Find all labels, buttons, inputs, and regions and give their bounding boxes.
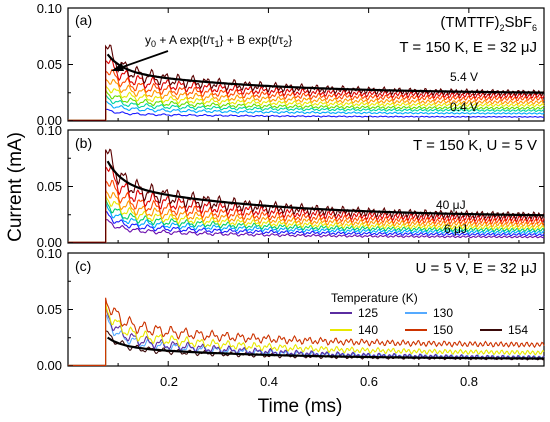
- panel-b-traces: [68, 148, 545, 243]
- legend-label-140: 140: [358, 323, 378, 337]
- fit-arrow: [116, 50, 169, 70]
- temperature-legend: 125 130 140 150 154: [330, 306, 528, 337]
- ytick-c-bottom: 0.00: [37, 358, 62, 373]
- ytick-a-top: 0.10: [37, 1, 62, 16]
- trace-a-4: [68, 84, 545, 121]
- fit-curves: [106, 53, 544, 360]
- xtick-0-6: 0.6: [360, 374, 378, 389]
- xtick-0-4: 0.4: [260, 374, 278, 389]
- trace-a-7: [68, 57, 545, 121]
- ytick-b-mid: 0.05: [37, 179, 62, 194]
- axis-ticks: [68, 7, 544, 367]
- trace-b-1: [68, 210, 545, 243]
- fit-curve-b: [106, 160, 544, 217]
- trace-c-3: [68, 302, 545, 366]
- panel-a-top-series-label: 5.4 V: [450, 70, 478, 84]
- ytick-a-bottom: 0.00: [37, 113, 62, 128]
- trace-b-6: [68, 179, 545, 243]
- trace-c-4: [68, 297, 545, 366]
- legend-label-125: 125: [358, 306, 378, 320]
- ytick-a-mid: 0.05: [37, 57, 62, 72]
- ytick-b-top: 0.10: [37, 123, 62, 138]
- trace-a-5: [68, 76, 545, 121]
- trace-b-4: [68, 193, 545, 243]
- panel-b-bottom-series-label: 6 μJ: [444, 222, 467, 236]
- trace-a-0: [68, 108, 545, 121]
- fit-curve-a: [106, 53, 544, 94]
- ytick-c-top: 0.10: [37, 246, 62, 261]
- panel-c-condition: U = 5 V, E = 32 μJ: [416, 260, 538, 277]
- y-axis-title: Current (mA): [5, 132, 26, 242]
- legend-title: Temperature (K): [331, 291, 418, 305]
- panel-c-label: (c): [75, 258, 91, 274]
- ytick-c-mid: 0.05: [37, 302, 62, 317]
- trace-a-3: [68, 89, 545, 121]
- trace-b-7: [68, 164, 545, 243]
- panel-b-condition: T = 150 K, U = 5 V: [413, 137, 537, 154]
- trace-b-5: [68, 189, 545, 243]
- trace-a-6: [68, 69, 545, 121]
- panel-b-label: (b): [75, 135, 92, 151]
- legend-label-150: 150: [433, 323, 453, 337]
- xtick-0-8: 0.8: [460, 374, 478, 389]
- legend-label-130: 130: [433, 306, 453, 320]
- fit-curve-c: [107, 336, 544, 360]
- panel-a-bottom-series-label: 0.4 V: [450, 100, 478, 114]
- xtick-0-2: 0.2: [160, 374, 178, 389]
- ytick-b-bottom: 0.00: [37, 235, 62, 250]
- trace-a-2: [68, 92, 545, 121]
- x-axis-title: Time (ms): [258, 396, 343, 417]
- panel-a-condition: T = 150 K, E = 32 μJ: [399, 39, 537, 56]
- legend-label-154: 154: [508, 323, 528, 337]
- trace-a-1: [68, 100, 545, 121]
- fit-arrow-head: [111, 63, 124, 71]
- fit-equation: y0 + A exp{t/τ1} + B exp{t/τ2}: [145, 33, 292, 49]
- trace-b-0: [68, 218, 545, 243]
- panel-b-top-series-label: 40 μJ: [436, 198, 466, 212]
- compound-label: (TMTTF)2SbF6: [440, 14, 537, 33]
- panel-a-label: (a): [75, 12, 92, 28]
- trace-b-2: [68, 202, 545, 243]
